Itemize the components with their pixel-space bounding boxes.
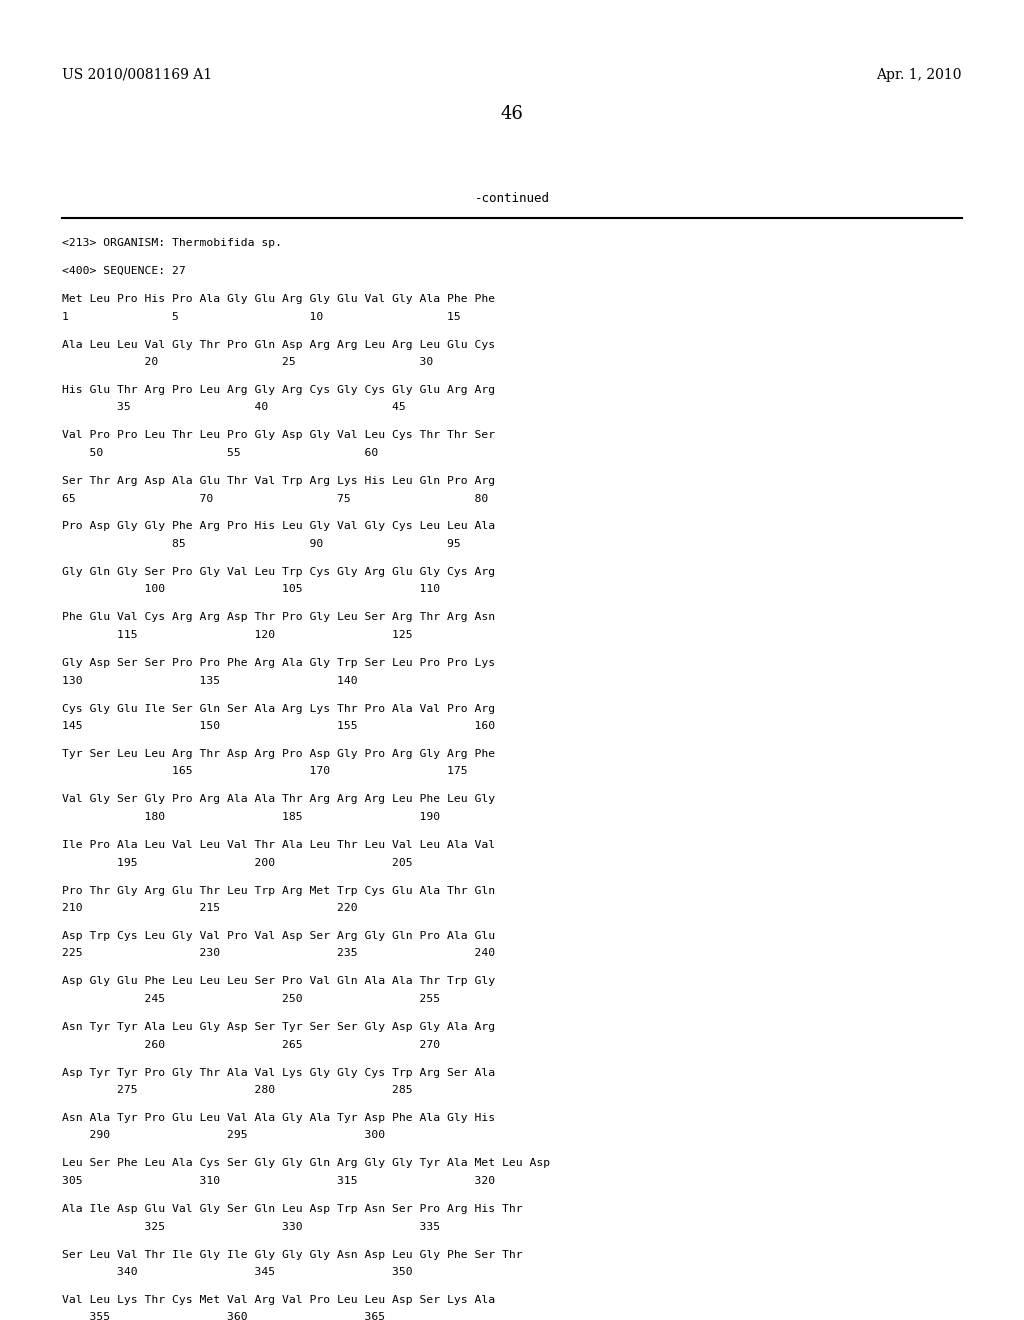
- Text: 50                  55                  60: 50 55 60: [62, 447, 378, 458]
- Text: Ile Pro Ala Leu Val Leu Val Thr Ala Leu Thr Leu Val Leu Ala Val: Ile Pro Ala Leu Val Leu Val Thr Ala Leu …: [62, 840, 496, 850]
- Text: 195                 200                 205: 195 200 205: [62, 858, 413, 867]
- Text: 355                 360                 365: 355 360 365: [62, 1312, 385, 1320]
- Text: Ala Ile Asp Glu Val Gly Ser Gln Leu Asp Trp Asn Ser Pro Arg His Thr: Ala Ile Asp Glu Val Gly Ser Gln Leu Asp …: [62, 1204, 522, 1214]
- Text: 46: 46: [501, 106, 523, 123]
- Text: <400> SEQUENCE: 27: <400> SEQUENCE: 27: [62, 267, 185, 276]
- Text: -continued: -continued: [474, 191, 550, 205]
- Text: Asp Tyr Tyr Pro Gly Thr Ala Val Lys Gly Gly Cys Trp Arg Ser Ala: Asp Tyr Tyr Pro Gly Thr Ala Val Lys Gly …: [62, 1068, 496, 1077]
- Text: 290                 295                 300: 290 295 300: [62, 1130, 385, 1140]
- Text: Val Gly Ser Gly Pro Arg Ala Ala Thr Arg Arg Arg Leu Phe Leu Gly: Val Gly Ser Gly Pro Arg Ala Ala Thr Arg …: [62, 795, 496, 804]
- Text: 130                 135                 140: 130 135 140: [62, 676, 357, 685]
- Text: Ser Leu Val Thr Ile Gly Ile Gly Gly Gly Asn Asp Leu Gly Phe Ser Thr: Ser Leu Val Thr Ile Gly Ile Gly Gly Gly …: [62, 1250, 522, 1259]
- Text: Gly Gln Gly Ser Pro Gly Val Leu Trp Cys Gly Arg Glu Gly Cys Arg: Gly Gln Gly Ser Pro Gly Val Leu Trp Cys …: [62, 568, 496, 577]
- Text: 115                 120                 125: 115 120 125: [62, 630, 413, 640]
- Text: <213> ORGANISM: Thermobifida sp.: <213> ORGANISM: Thermobifida sp.: [62, 238, 282, 248]
- Text: 305                 310                 315                 320: 305 310 315 320: [62, 1176, 496, 1185]
- Text: Leu Ser Phe Leu Ala Cys Ser Gly Gly Gln Arg Gly Gly Tyr Ala Met Leu Asp: Leu Ser Phe Leu Ala Cys Ser Gly Gly Gln …: [62, 1159, 550, 1168]
- Text: Asp Gly Glu Phe Leu Leu Leu Ser Pro Val Gln Ala Ala Thr Trp Gly: Asp Gly Glu Phe Leu Leu Leu Ser Pro Val …: [62, 977, 496, 986]
- Text: 165                 170                 175: 165 170 175: [62, 767, 468, 776]
- Text: 210                 215                 220: 210 215 220: [62, 903, 357, 913]
- Text: Ala Leu Leu Val Gly Thr Pro Gln Asp Arg Arg Leu Arg Leu Glu Cys: Ala Leu Leu Val Gly Thr Pro Gln Asp Arg …: [62, 339, 496, 350]
- Text: 145                 150                 155                 160: 145 150 155 160: [62, 721, 496, 731]
- Text: Cys Gly Glu Ile Ser Gln Ser Ala Arg Lys Thr Pro Ala Val Pro Arg: Cys Gly Glu Ile Ser Gln Ser Ala Arg Lys …: [62, 704, 496, 714]
- Text: Phe Glu Val Cys Arg Arg Asp Thr Pro Gly Leu Ser Arg Thr Arg Asn: Phe Glu Val Cys Arg Arg Asp Thr Pro Gly …: [62, 612, 496, 623]
- Text: 245                 250                 255: 245 250 255: [62, 994, 440, 1005]
- Text: Tyr Ser Leu Leu Arg Thr Asp Arg Pro Asp Gly Pro Arg Gly Arg Phe: Tyr Ser Leu Leu Arg Thr Asp Arg Pro Asp …: [62, 748, 496, 759]
- Text: Pro Asp Gly Gly Phe Arg Pro His Leu Gly Val Gly Cys Leu Leu Ala: Pro Asp Gly Gly Phe Arg Pro His Leu Gly …: [62, 521, 496, 532]
- Text: 225                 230                 235                 240: 225 230 235 240: [62, 949, 496, 958]
- Text: Asn Ala Tyr Pro Glu Leu Val Ala Gly Ala Tyr Asp Phe Ala Gly His: Asn Ala Tyr Pro Glu Leu Val Ala Gly Ala …: [62, 1113, 496, 1123]
- Text: Asn Tyr Tyr Ala Leu Gly Asp Ser Tyr Ser Ser Gly Asp Gly Ala Arg: Asn Tyr Tyr Ala Leu Gly Asp Ser Tyr Ser …: [62, 1022, 496, 1032]
- Text: Pro Thr Gly Arg Glu Thr Leu Trp Arg Met Trp Cys Glu Ala Thr Gln: Pro Thr Gly Arg Glu Thr Leu Trp Arg Met …: [62, 886, 496, 895]
- Text: 180                 185                 190: 180 185 190: [62, 812, 440, 822]
- Text: His Glu Thr Arg Pro Leu Arg Gly Arg Cys Gly Cys Gly Glu Arg Arg: His Glu Thr Arg Pro Leu Arg Gly Arg Cys …: [62, 385, 496, 395]
- Text: US 2010/0081169 A1: US 2010/0081169 A1: [62, 69, 212, 82]
- Text: 100                 105                 110: 100 105 110: [62, 585, 440, 594]
- Text: Ser Thr Arg Asp Ala Glu Thr Val Trp Arg Lys His Leu Gln Pro Arg: Ser Thr Arg Asp Ala Glu Thr Val Trp Arg …: [62, 477, 496, 486]
- Text: Gly Asp Ser Ser Pro Pro Phe Arg Ala Gly Trp Ser Leu Pro Pro Lys: Gly Asp Ser Ser Pro Pro Phe Arg Ala Gly …: [62, 657, 496, 668]
- Text: 340                 345                 350: 340 345 350: [62, 1267, 413, 1276]
- Text: 275                 280                 285: 275 280 285: [62, 1085, 413, 1096]
- Text: 1               5                   10                  15: 1 5 10 15: [62, 312, 461, 322]
- Text: Apr. 1, 2010: Apr. 1, 2010: [877, 69, 962, 82]
- Text: 260                 265                 270: 260 265 270: [62, 1040, 440, 1049]
- Text: 325                 330                 335: 325 330 335: [62, 1221, 440, 1232]
- Text: 85                  90                  95: 85 90 95: [62, 539, 461, 549]
- Text: 35                  40                  45: 35 40 45: [62, 403, 406, 412]
- Text: 65                  70                  75                  80: 65 70 75 80: [62, 494, 488, 503]
- Text: Met Leu Pro His Pro Ala Gly Glu Arg Gly Glu Val Gly Ala Phe Phe: Met Leu Pro His Pro Ala Gly Glu Arg Gly …: [62, 294, 496, 304]
- Text: Val Leu Lys Thr Cys Met Val Arg Val Pro Leu Leu Asp Ser Lys Ala: Val Leu Lys Thr Cys Met Val Arg Val Pro …: [62, 1295, 496, 1305]
- Text: Val Pro Pro Leu Thr Leu Pro Gly Asp Gly Val Leu Cys Thr Thr Ser: Val Pro Pro Leu Thr Leu Pro Gly Asp Gly …: [62, 430, 496, 441]
- Text: 20                  25                  30: 20 25 30: [62, 356, 433, 367]
- Text: Asp Trp Cys Leu Gly Val Pro Val Asp Ser Arg Gly Gln Pro Ala Glu: Asp Trp Cys Leu Gly Val Pro Val Asp Ser …: [62, 931, 496, 941]
